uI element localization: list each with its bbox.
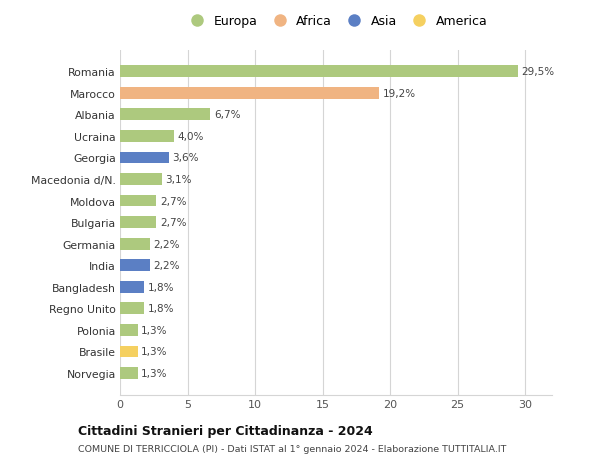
Bar — [120, 152, 169, 164]
Bar — [120, 66, 518, 78]
Text: 1,3%: 1,3% — [141, 368, 167, 378]
Text: 4,0%: 4,0% — [178, 132, 204, 141]
Bar — [120, 303, 145, 314]
Text: 1,3%: 1,3% — [141, 325, 167, 335]
Text: 2,7%: 2,7% — [160, 218, 187, 228]
Text: 2,7%: 2,7% — [160, 196, 187, 206]
Text: 29,5%: 29,5% — [521, 67, 555, 77]
Text: Cittadini Stranieri per Cittadinanza - 2024: Cittadini Stranieri per Cittadinanza - 2… — [78, 424, 373, 437]
Bar — [120, 367, 137, 379]
Text: 1,3%: 1,3% — [141, 347, 167, 357]
Text: 3,6%: 3,6% — [172, 153, 199, 163]
Bar — [120, 281, 145, 293]
Text: 6,7%: 6,7% — [214, 110, 241, 120]
Bar — [120, 109, 211, 121]
Bar — [120, 324, 137, 336]
Bar — [120, 174, 162, 185]
Bar — [120, 346, 137, 358]
Text: 3,1%: 3,1% — [165, 174, 192, 185]
Bar — [120, 88, 379, 100]
Text: 2,2%: 2,2% — [153, 261, 179, 271]
Legend: Europa, Africa, Asia, America: Europa, Africa, Asia, America — [185, 16, 487, 28]
Text: 1,8%: 1,8% — [148, 304, 174, 313]
Bar — [120, 195, 157, 207]
Text: 1,8%: 1,8% — [148, 282, 174, 292]
Text: 2,2%: 2,2% — [153, 239, 179, 249]
Text: COMUNE DI TERRICCIOLA (PI) - Dati ISTAT al 1° gennaio 2024 - Elaborazione TUTTIT: COMUNE DI TERRICCIOLA (PI) - Dati ISTAT … — [78, 444, 506, 453]
Bar — [120, 260, 150, 272]
Bar — [120, 131, 174, 142]
Bar — [120, 217, 157, 229]
Text: 19,2%: 19,2% — [383, 89, 416, 99]
Bar — [120, 238, 150, 250]
